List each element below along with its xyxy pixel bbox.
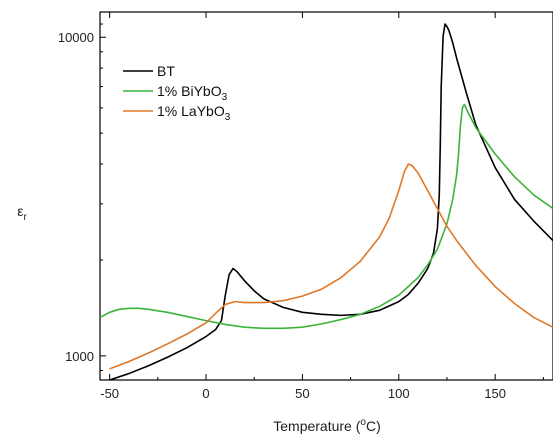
x-axis-title: Temperature (oC) bbox=[273, 417, 381, 434]
legend-label-2: 1% LaYbO3 bbox=[157, 103, 231, 123]
x-tick-label: 150 bbox=[484, 386, 506, 401]
legend-label-1: 1% BiYbO3 bbox=[157, 83, 228, 103]
x-tick-label: 100 bbox=[388, 386, 410, 401]
y-tick-label: 10000 bbox=[58, 30, 94, 45]
series-line-1 bbox=[100, 103, 553, 330]
series-layer bbox=[100, 23, 553, 380]
y-tick-label: 1000 bbox=[65, 349, 94, 364]
x-axis: -50 0 50 100 150 bbox=[100, 12, 544, 401]
x-tick-label: 50 bbox=[295, 386, 309, 401]
series-line-0 bbox=[106, 23, 553, 380]
legend-label-0: BT bbox=[157, 63, 175, 79]
plot-area bbox=[99, 11, 553, 381]
series-line-2 bbox=[109, 163, 553, 370]
y-axis: 1000 10000 bbox=[58, 23, 106, 371]
y-axis-title: εr bbox=[17, 203, 27, 223]
x-tick-label: -50 bbox=[100, 386, 119, 401]
x-tick-label: 0 bbox=[202, 386, 209, 401]
